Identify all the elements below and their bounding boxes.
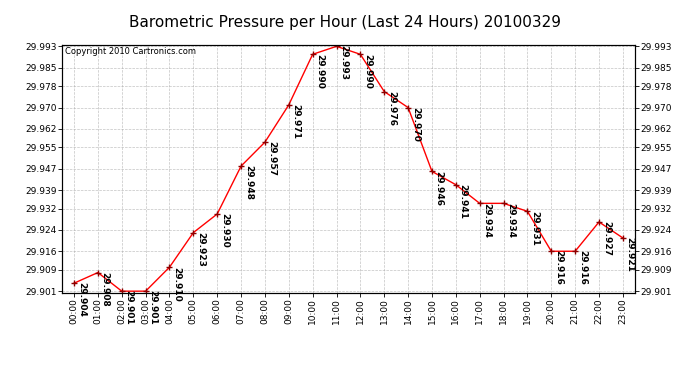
Text: 29.916: 29.916 xyxy=(578,251,587,285)
Text: 29.948: 29.948 xyxy=(244,165,253,200)
Text: 29.916: 29.916 xyxy=(554,251,563,285)
Text: 29.921: 29.921 xyxy=(626,237,635,272)
Text: 29.941: 29.941 xyxy=(459,184,468,219)
Text: 29.970: 29.970 xyxy=(411,107,420,142)
Text: 29.930: 29.930 xyxy=(220,213,229,248)
Text: Barometric Pressure per Hour (Last 24 Hours) 20100329: Barometric Pressure per Hour (Last 24 Ho… xyxy=(129,15,561,30)
Text: 29.934: 29.934 xyxy=(482,202,491,237)
Text: 29.910: 29.910 xyxy=(172,267,181,301)
Text: Copyright 2010 Cartronics.com: Copyright 2010 Cartronics.com xyxy=(65,48,196,57)
Text: 29.904: 29.904 xyxy=(77,282,86,317)
Text: 29.934: 29.934 xyxy=(506,202,515,237)
Text: 29.901: 29.901 xyxy=(124,291,134,325)
Text: 29.923: 29.923 xyxy=(196,232,205,267)
Text: 29.971: 29.971 xyxy=(292,104,301,139)
Text: 29.931: 29.931 xyxy=(530,210,539,245)
Text: 29.990: 29.990 xyxy=(363,54,372,88)
Text: 29.990: 29.990 xyxy=(315,54,324,88)
Text: 29.946: 29.946 xyxy=(435,171,444,206)
Text: 29.927: 29.927 xyxy=(602,221,611,256)
Text: 29.993: 29.993 xyxy=(339,45,348,81)
Text: 29.957: 29.957 xyxy=(268,141,277,176)
Text: 29.908: 29.908 xyxy=(101,272,110,307)
Text: 29.976: 29.976 xyxy=(387,91,396,126)
Text: 29.901: 29.901 xyxy=(148,291,157,325)
